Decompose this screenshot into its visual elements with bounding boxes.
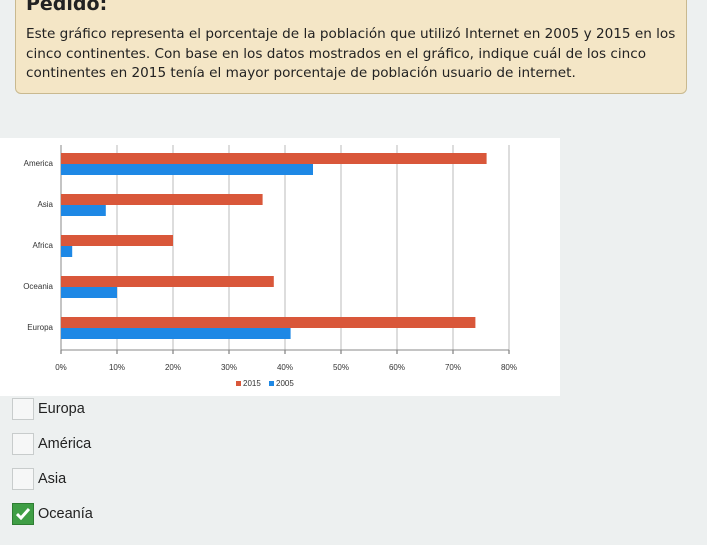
chart: 0% 10% 20% 30% 40% 50% 60% 70% 80% America Asia Afr…	[0, 138, 560, 396]
x-tick-label: 40%	[277, 363, 293, 372]
option[interactable]: Asia	[12, 465, 66, 493]
bar	[61, 328, 291, 339]
checkbox[interactable]	[12, 503, 34, 525]
legend-label: 2005	[276, 379, 294, 388]
x-tick-label: 10%	[109, 363, 125, 372]
option[interactable]: América	[12, 430, 91, 458]
bar	[61, 153, 487, 164]
option-label: Europa	[38, 401, 85, 417]
checkbox[interactable]	[12, 433, 34, 455]
option-label: América	[38, 436, 92, 452]
legend-swatch	[236, 381, 241, 386]
y-tick-label: Oceania	[23, 282, 53, 291]
prompt: Este gráfico representa el porcentaje de…	[26, 26, 676, 81]
bar	[61, 194, 263, 205]
bar	[61, 317, 476, 328]
checkbox[interactable]	[12, 468, 34, 490]
y-tick-label: Africa	[33, 241, 54, 250]
x-tick-label: 50%	[333, 363, 349, 372]
y-tick-label: Europa	[27, 323, 53, 332]
y-tick-label: America	[24, 159, 54, 168]
x-tick-label: 0%	[55, 363, 67, 372]
question-box: Pedido: Este gráfico representa el porce…	[15, 0, 687, 94]
bar	[61, 164, 313, 175]
bar	[61, 205, 106, 216]
option[interactable]: Oceanía	[12, 500, 93, 528]
chart-bg	[0, 138, 560, 396]
title: Pedido:	[26, 0, 108, 15]
x-tick-label: 30%	[221, 363, 237, 372]
bar	[61, 276, 274, 287]
x-tick-label: 80%	[501, 363, 517, 372]
option-label: Oceanía	[38, 506, 93, 522]
legend-label: 2015	[243, 379, 261, 388]
bar	[61, 246, 73, 257]
legend-swatch	[269, 381, 274, 386]
checkbox[interactable]	[12, 398, 34, 420]
option-label: Asia	[38, 471, 67, 487]
x-tick-label: 20%	[165, 363, 181, 372]
x-tick-label: 70%	[445, 363, 461, 372]
x-tick-label: 60%	[389, 363, 405, 372]
bar	[61, 287, 117, 298]
y-tick-label: Asia	[37, 200, 53, 209]
bar	[61, 235, 173, 246]
option[interactable]: Europa	[12, 395, 85, 423]
